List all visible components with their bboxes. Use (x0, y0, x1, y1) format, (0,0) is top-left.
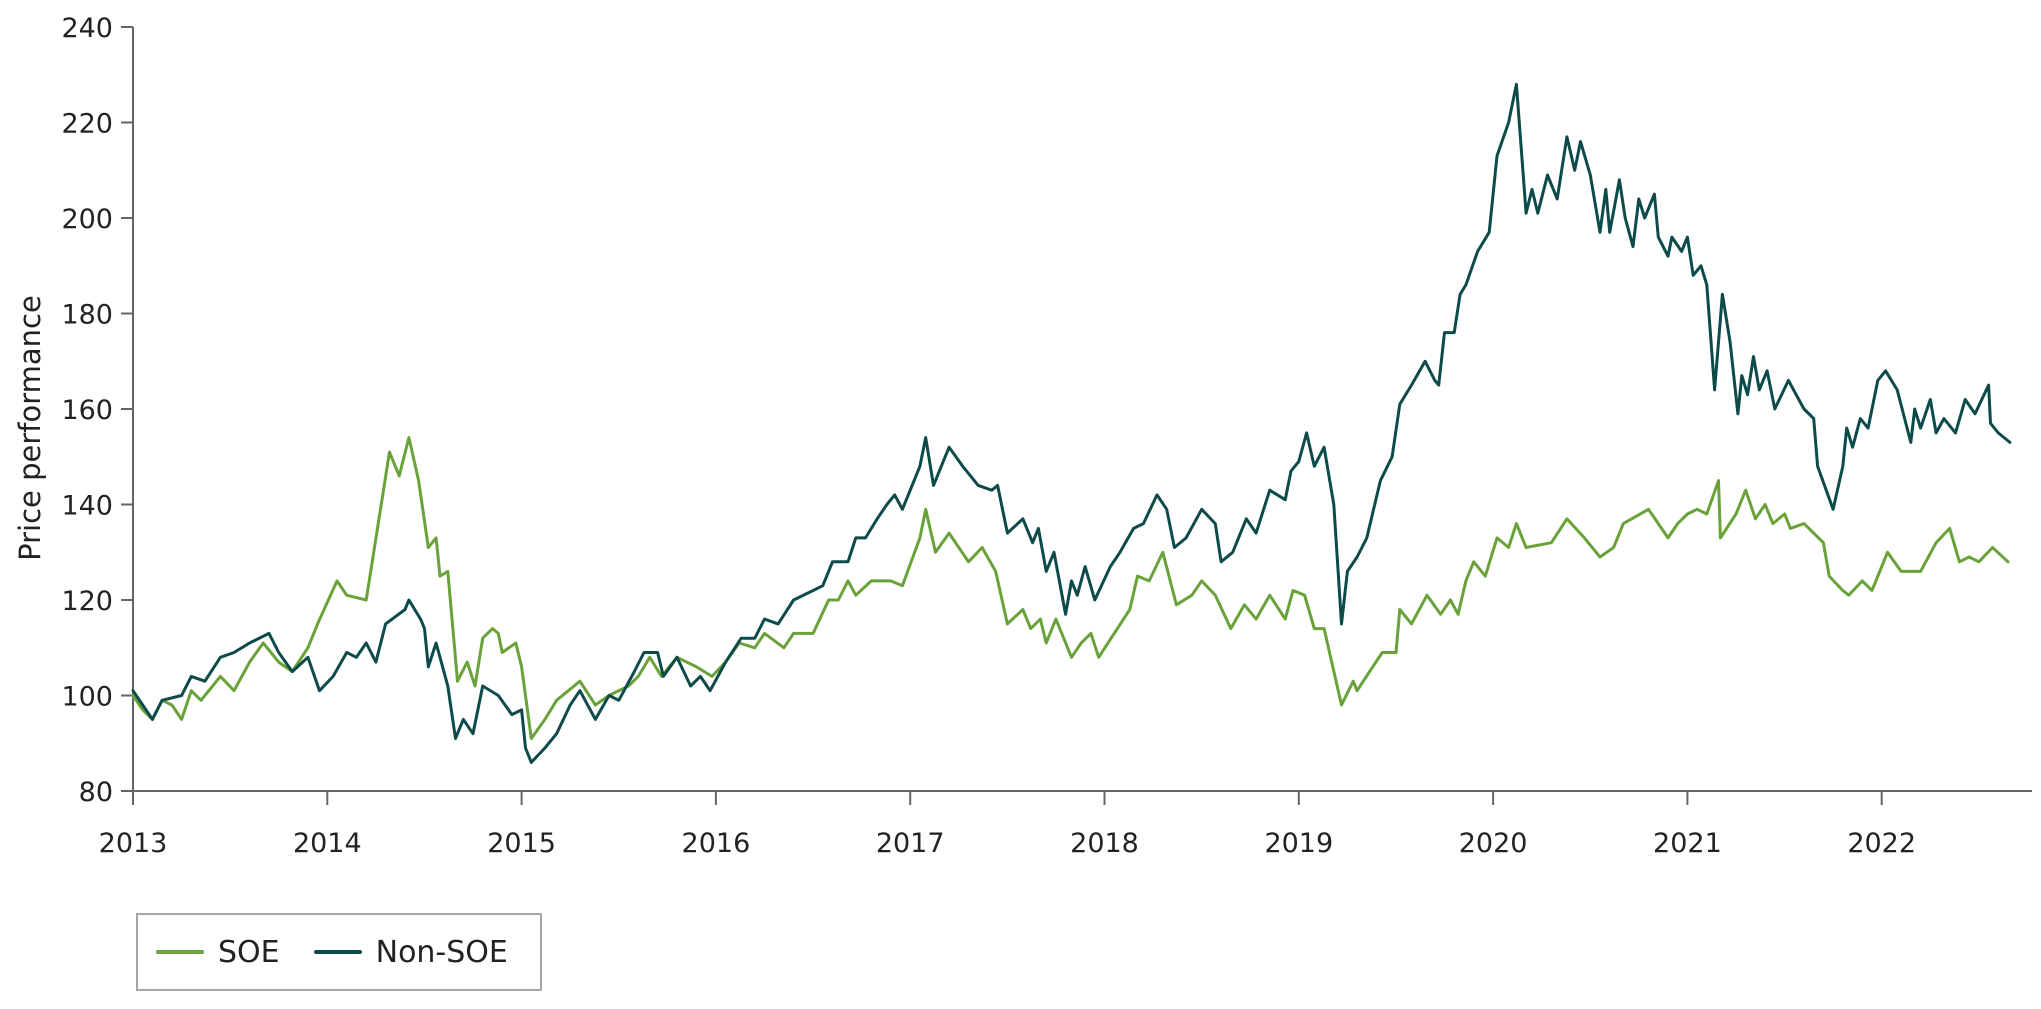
x-tick-label: 2021 (1653, 828, 1722, 859)
legend-label-non-soe: Non-SOE (375, 934, 508, 970)
legend-item-non-soe: Non-SOE (313, 934, 508, 970)
x-ticks: 2013 2014 2015 2016 2017 2018 2019 2020 2021 2022 (99, 791, 1916, 859)
series-line-soe (131, 436, 2010, 740)
legend-item-soe: SOE (156, 935, 280, 970)
y-tick-label: 140 (61, 491, 113, 522)
legend: SOE Non-SOE (136, 913, 542, 991)
y-tick-label: 240 (61, 13, 113, 44)
y-tick-label: 160 (61, 395, 113, 426)
y-tick-label: 100 (61, 682, 113, 713)
x-tick-label: 2016 (682, 828, 751, 859)
x-tick-label: 2022 (1847, 828, 1916, 859)
y-tick-label: 200 (61, 204, 113, 235)
legend-label-soe: SOE (218, 934, 280, 970)
y-ticks: 80 100 120 140 160 180 200 220 240 (61, 13, 133, 808)
legend-swatch-non-soe (313, 950, 362, 954)
x-tick-label: 2013 (99, 828, 168, 859)
series-group (131, 82, 2012, 764)
x-tick-label: 2019 (1264, 828, 1333, 859)
y-tick-label: 180 (61, 300, 113, 331)
x-tick-label: 2020 (1459, 828, 1528, 859)
series-line-non-soe (131, 82, 2012, 764)
x-tick-label: 2014 (293, 828, 362, 859)
y-tick-label: 220 (61, 109, 113, 140)
x-tick-label: 2015 (487, 828, 556, 859)
legend-swatch-soe (156, 950, 204, 954)
x-tick-label: 2017 (876, 828, 945, 859)
y-tick-label: 120 (61, 586, 113, 617)
y-axis-title: Price performance (13, 295, 47, 561)
x-tick-label: 2018 (1070, 828, 1139, 859)
y-tick-label: 80 (79, 777, 113, 808)
